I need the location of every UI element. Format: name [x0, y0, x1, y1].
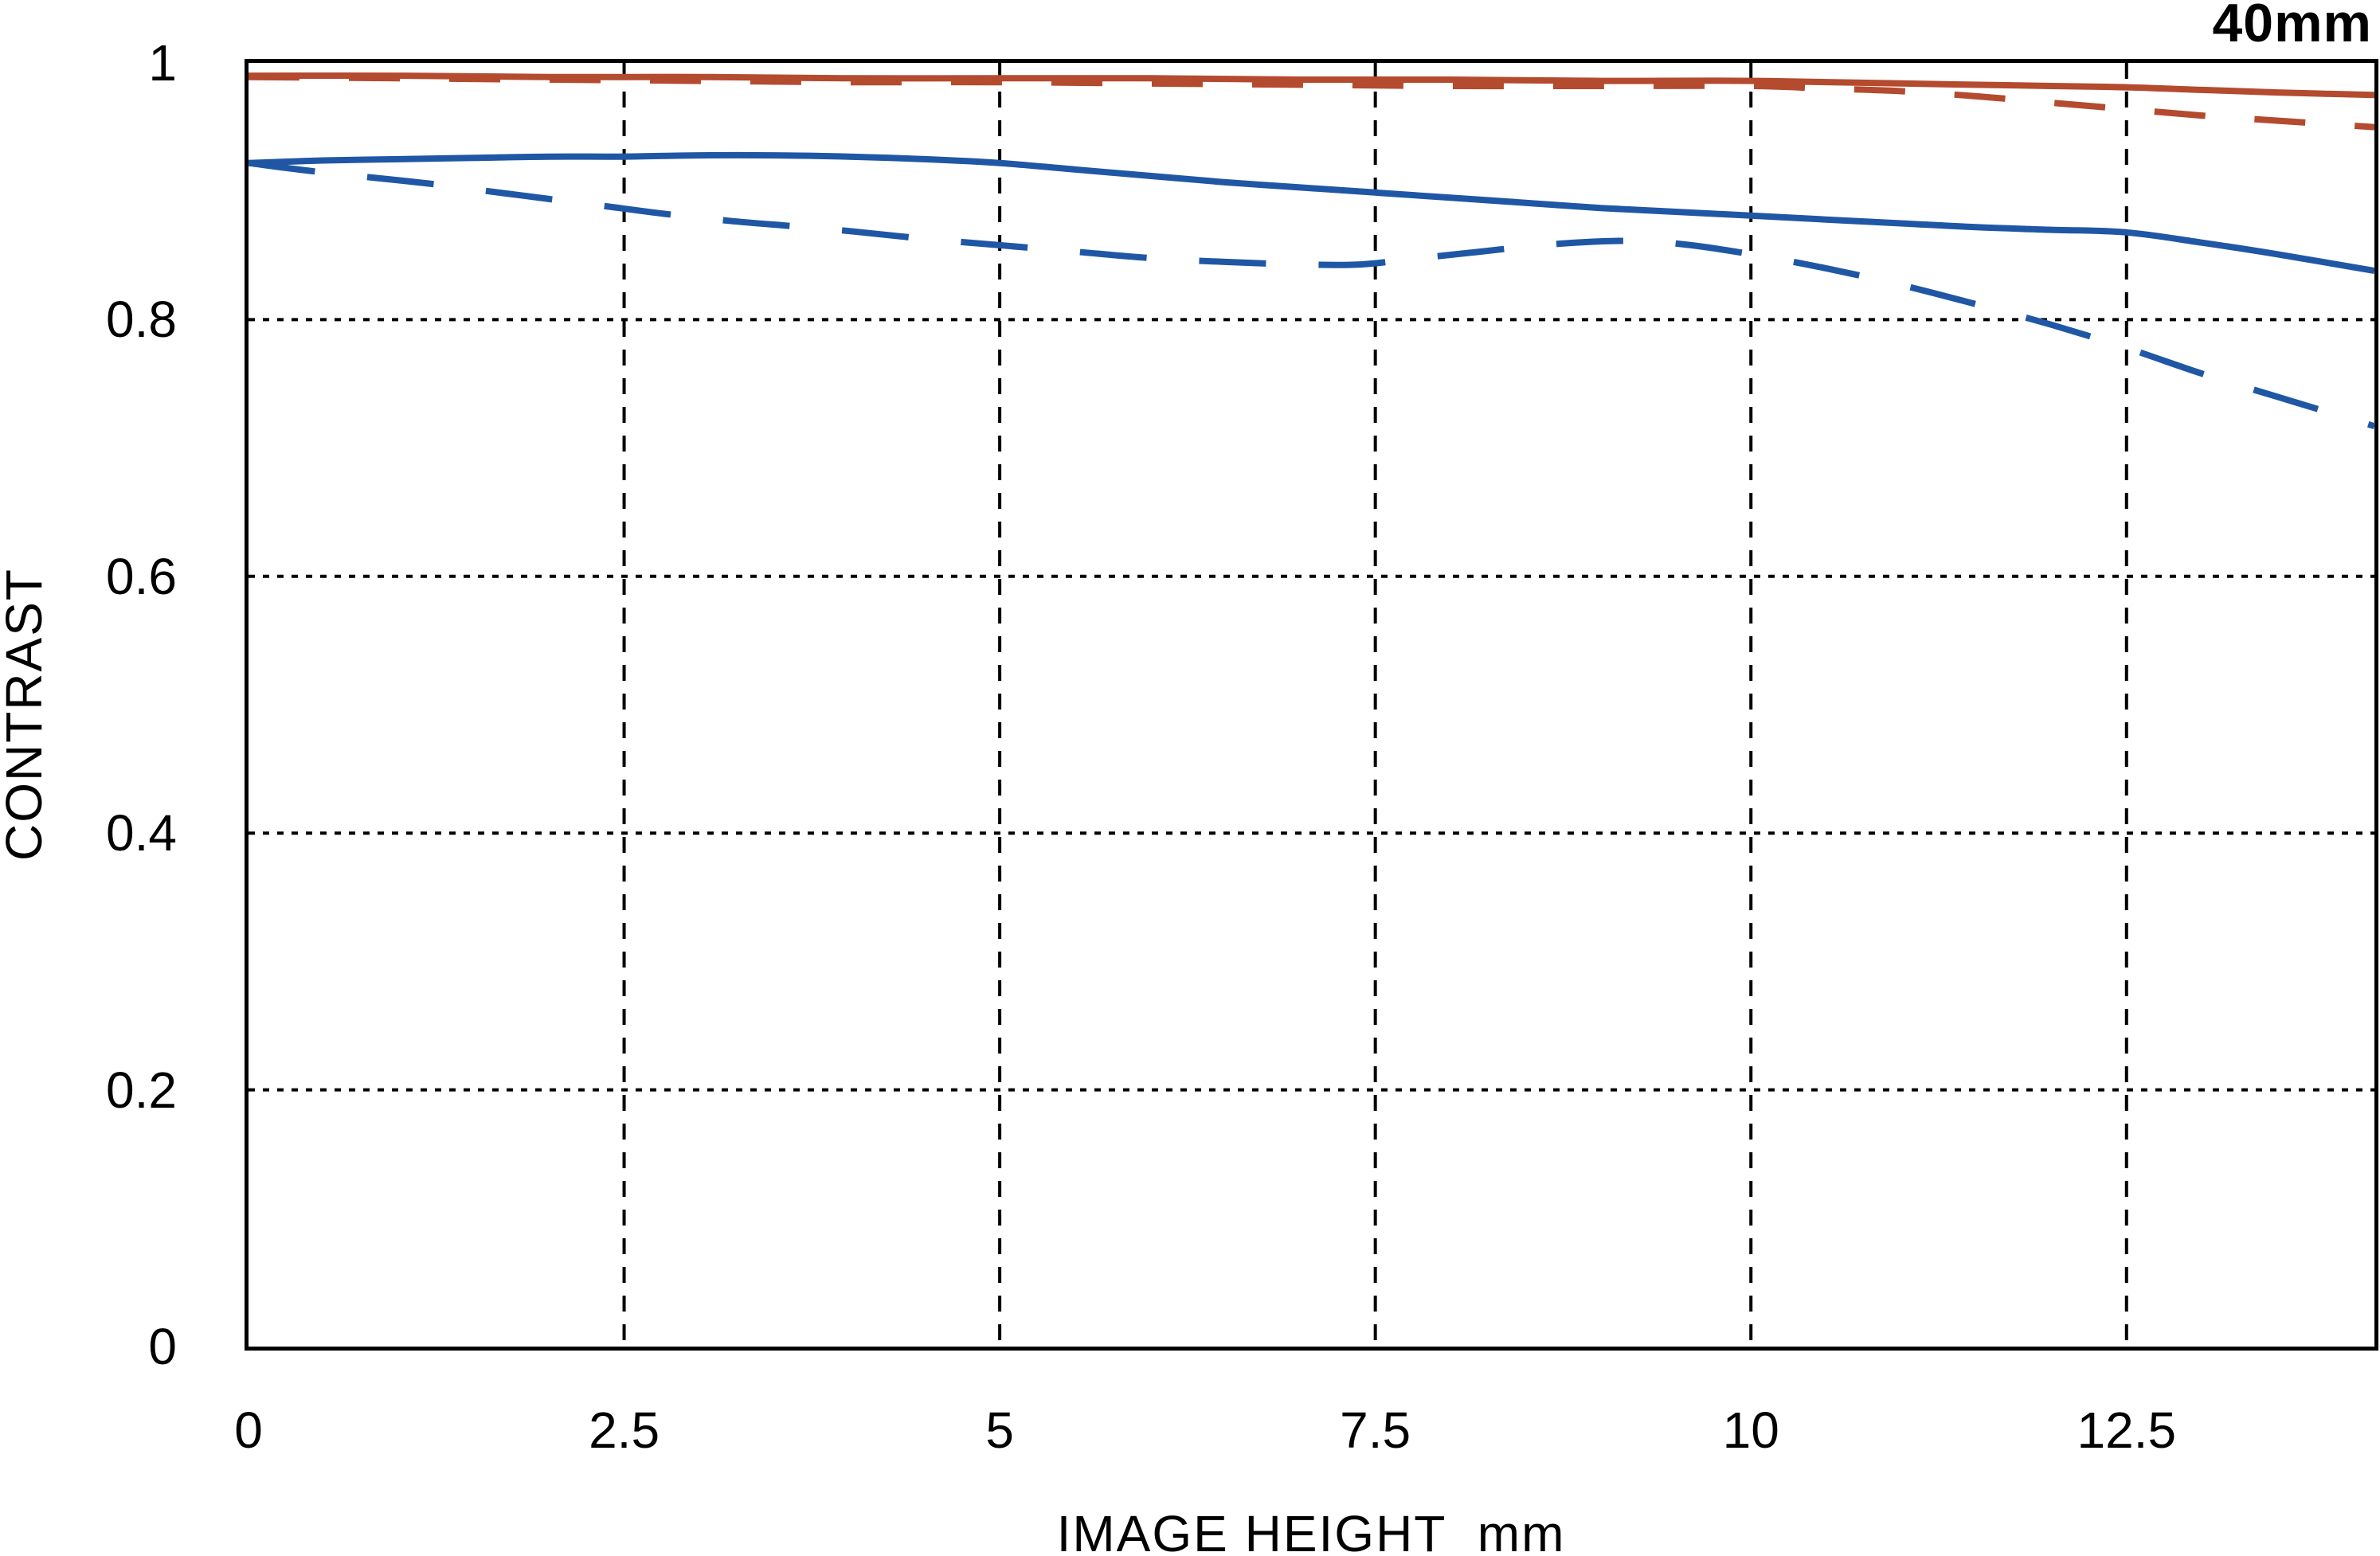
x-tick-label-7.5: 7.5	[1340, 1402, 1411, 1459]
chart-canvas	[248, 63, 2376, 1347]
x-tick-label-5: 5	[985, 1402, 1014, 1459]
y-tick-label-1: 1	[148, 34, 177, 92]
curve-red-dashed	[248, 73, 2375, 131]
y-tick-label-0.2: 0.2	[106, 1061, 177, 1119]
x-tick-label-0: 0	[234, 1402, 263, 1459]
y-tick-label-0.8: 0.8	[106, 291, 177, 349]
x-axis-title: IMAGE HEIGHT mm	[1056, 1505, 1566, 1556]
curve-blue-solid	[248, 151, 2375, 275]
x-tick-label-2.5: 2.5	[589, 1402, 660, 1459]
plot-frame	[245, 59, 2378, 1351]
y-tick-label-0.4: 0.4	[106, 804, 177, 862]
x-tick-label-10: 10	[1722, 1402, 1779, 1459]
curve-red-solid	[248, 72, 2375, 99]
x-tick-label-12.5: 12.5	[2077, 1402, 2177, 1459]
focal-length-title: 40mm	[2212, 0, 2372, 53]
curve-blue-dashed	[248, 159, 2376, 430]
y-tick-label-0.6: 0.6	[106, 547, 177, 605]
y-tick-label-0: 0	[148, 1318, 177, 1375]
